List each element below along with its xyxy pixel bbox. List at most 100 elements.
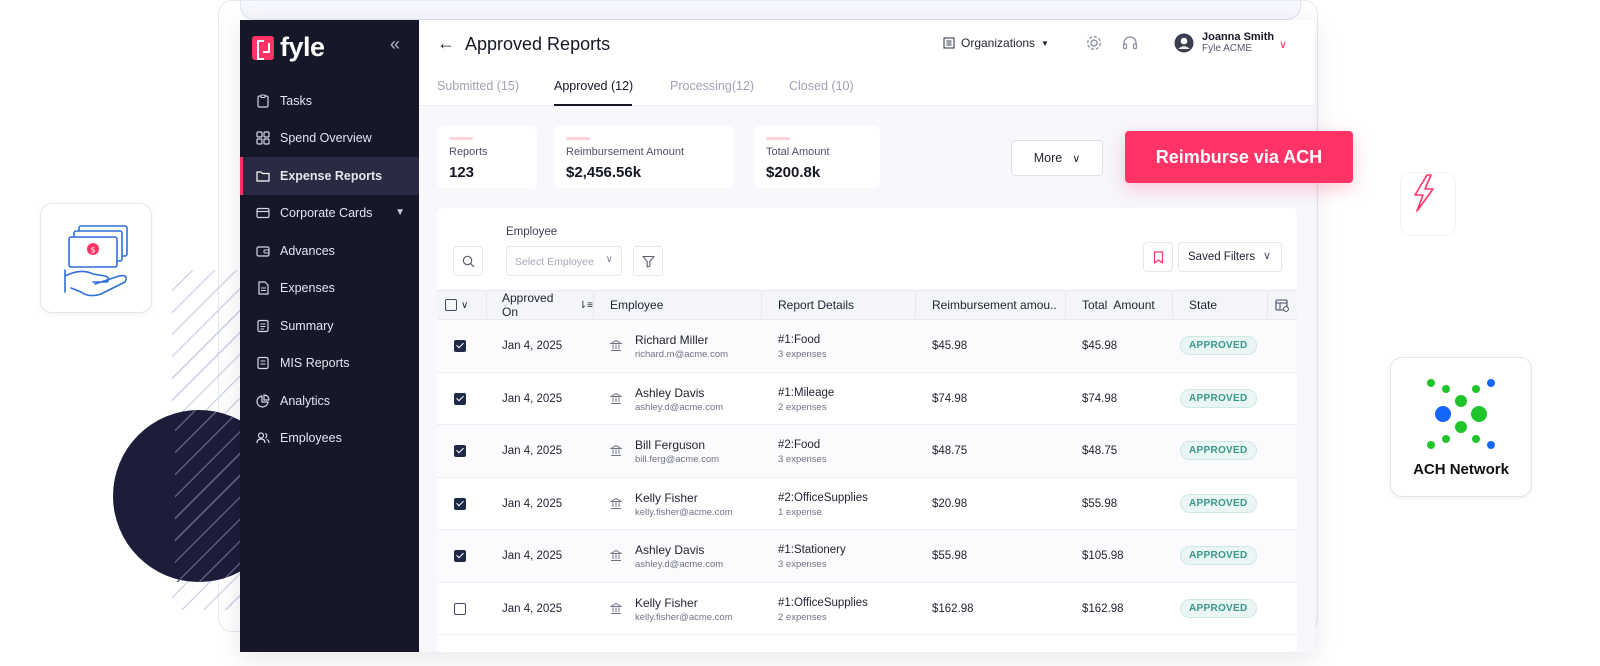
col-state[interactable]: State [1173, 291, 1268, 319]
gear-icon[interactable] [1085, 34, 1103, 52]
row-checkbox[interactable] [454, 340, 466, 352]
sidebar-item-spend-overview[interactable]: Spend Overview [240, 120, 419, 158]
status-badge: APPROVED [1180, 598, 1257, 618]
sidebar-item-expense-reports[interactable]: Expense Reports [240, 157, 419, 195]
sort-icon[interactable]: ⇂≡ [578, 299, 593, 311]
card-icon [256, 206, 270, 220]
row-checkbox[interactable] [454, 550, 466, 562]
report-details-cell[interactable]: #2:Food 3 expenses [778, 439, 827, 465]
wallet-icon [256, 244, 270, 258]
table-row[interactable]: Jan 4, 2025 Ashley Davis ashley.d@acme.com… [437, 372, 1297, 425]
bank-icon [610, 392, 622, 404]
tab-closed[interactable]: Closed (10) [789, 79, 854, 93]
col-reimbursement-amount[interactable]: Reimbursement amou.. [916, 291, 1066, 319]
chevron-down-icon[interactable]: ▼ [395, 206, 405, 218]
table-header: ∨ Approved On ⇂≡ Employee Report Details [437, 290, 1297, 320]
reimbursement-amount-cell: $74.98 [932, 392, 968, 405]
sidebar-item-label: MIS Reports [280, 356, 350, 371]
filter-button[interactable] [633, 246, 663, 276]
collapse-sidebar-button[interactable]: « [390, 34, 401, 54]
lightning-tile [1400, 172, 1456, 236]
status-badge: APPROVED [1180, 441, 1257, 460]
tab-processing[interactable]: Processing(12) [670, 79, 755, 93]
saved-filters-dropdown[interactable]: Saved Filters ∨ [1178, 242, 1282, 272]
lightning-icon [1414, 174, 1434, 212]
expense-count: 1 expense [778, 506, 822, 518]
sidebar-item-analytics[interactable]: Analytics [240, 382, 419, 420]
table-body: Jan 4, 2025 Richard Miller richard.m@acme.… [437, 320, 1297, 635]
employee-filter-label: Employee [506, 226, 558, 238]
reimburse-via-ach-button[interactable]: Reimburse via ACH [1125, 131, 1353, 183]
table-row[interactable]: Jan 4, 2025 Kelly Fisher kelly.fisher@acme… [437, 477, 1297, 530]
table-row[interactable]: Jan 4, 2025 Ashley Davis ashley.d@acme.com… [437, 530, 1297, 583]
main-content: Reports 123 Reimbursement Amount $2,456.… [419, 106, 1353, 652]
select-all-checkbox[interactable] [445, 299, 457, 311]
bank-icon [610, 444, 622, 456]
report-details-cell[interactable]: #1:Stationery 3 expenses [778, 544, 846, 570]
building-icon [943, 37, 955, 49]
approved-on-cell: Jan 4, 2025 [502, 550, 563, 562]
column-label: Approved On [502, 291, 554, 319]
search-button[interactable] [453, 246, 483, 276]
row-checkbox[interactable] [454, 445, 466, 457]
reimbursement-amount-cell: $45.98 [932, 340, 968, 352]
sidebar-item-mis-reports[interactable]: MIS Reports [240, 345, 419, 383]
reimbursement-amount-cell: $20.98 [932, 497, 968, 510]
chevron-down-icon: ∨ [1072, 152, 1081, 165]
report-details-cell[interactable]: #1:Mileage 2 expenses [778, 387, 834, 413]
table-row[interactable]: Jan 4, 2025 Richard Miller richard.m@acme.… [437, 320, 1297, 373]
user-menu[interactable]: Joanna Smith Fyle ACME [1174, 31, 1274, 55]
total-amount-cell: $45.98 [1082, 340, 1118, 352]
chevron-down-icon[interactable]: ∨ [1279, 39, 1288, 51]
report-name: #1:Mileage [778, 386, 835, 399]
sidebar-item-corporate-cards[interactable]: Corporate Cards ▼ [240, 195, 419, 233]
more-button[interactable]: More ∨ [1011, 140, 1103, 176]
employee-email: ashley.d@acme.com [635, 559, 724, 570]
logo[interactable]: fyle [252, 32, 325, 63]
sidebar-item-expenses[interactable]: Expenses [240, 270, 419, 308]
select-all-header[interactable]: ∨ [437, 291, 487, 319]
row-checkbox[interactable] [454, 392, 466, 405]
column-label: Employee [610, 298, 664, 312]
chevron-down-icon[interactable]: ∨ [461, 299, 469, 311]
column-settings-button[interactable] [1268, 291, 1297, 319]
col-employee[interactable]: Employee [594, 291, 762, 319]
sidebar-item-advances[interactable]: Advances [240, 232, 419, 270]
tab-submitted[interactable]: Submitted (15) [437, 79, 519, 93]
report-name: #1:Food [778, 334, 821, 346]
employee-name: Ashley Davis [635, 543, 705, 557]
sidebar-item-label: Analytics [280, 393, 331, 408]
employee-cell: Kelly Fisher kelly.fisher@acme.com [635, 596, 733, 623]
cash-illustration-card: $ [40, 203, 152, 313]
sidebar-item-tasks[interactable]: Tasks [240, 82, 419, 120]
col-total-amount[interactable]: Total Amount [1066, 291, 1173, 319]
employee-select[interactable]: Select Employee ∨ [506, 246, 622, 276]
table-row[interactable]: Jan 4, 2025 Bill Ferguson bill.ferg@acme.c… [437, 425, 1297, 478]
col-approved-on[interactable]: Approved On ⇂≡ [487, 291, 594, 319]
search-icon [462, 255, 474, 267]
report-details-cell[interactable]: #2:OfficeSupplies 1 expense [778, 492, 868, 518]
back-arrow-icon[interactable]: ← [437, 33, 455, 53]
employee-cell: Kelly Fisher kelly.fisher@acme.com [635, 491, 733, 518]
col-report-details[interactable]: Report Details [762, 291, 916, 319]
headset-icon[interactable] [1121, 34, 1139, 52]
chevron-down-icon: ∨ [1262, 250, 1271, 262]
report-details-cell[interactable]: #1:Food 3 expenses [778, 334, 827, 360]
report-details-cell[interactable]: #1:OfficeSupplies 2 expenses [778, 597, 868, 623]
table-row[interactable]: Jan 4, 2025 Kelly Fisher kelly.fisher@acme… [437, 582, 1297, 635]
row-checkbox[interactable] [454, 497, 466, 510]
employee-name: Bill Ferguson [635, 438, 706, 452]
sidebar-item-summary[interactable]: Summary [240, 307, 419, 345]
bookmark-button[interactable] [1143, 242, 1173, 272]
row-checkbox[interactable] [454, 602, 466, 615]
column-label: Reimbursement amou.. [932, 298, 1057, 312]
bookmark-icon [1153, 250, 1163, 264]
approved-on-cell: Jan 4, 2025 [502, 392, 563, 405]
status-badge: APPROVED [1180, 336, 1257, 355]
employee-name: Kelly Fisher [635, 595, 698, 610]
employee-cell: Ashley Davis ashley.d@acme.com [635, 543, 723, 570]
organizations-dropdown[interactable]: Organizations ▼ [943, 36, 1049, 50]
tab-approved[interactable]: Approved (12) [554, 79, 634, 93]
ach-network-label: ACH Network [1413, 461, 1509, 478]
sidebar-item-employees[interactable]: Employees [240, 420, 419, 458]
